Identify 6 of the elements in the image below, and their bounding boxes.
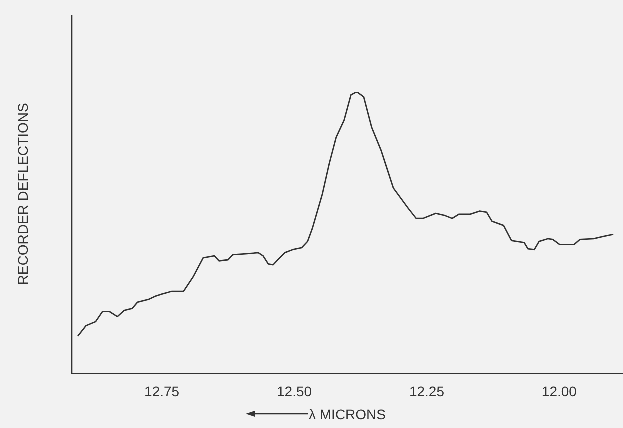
y-axis-title: RECORDER DEFLECTIONS — [14, 103, 31, 286]
x-tick-label: 12.25 — [409, 384, 445, 400]
x-tick-label: 12.00 — [542, 384, 578, 400]
x-axis-title: λ MICRONS — [309, 406, 386, 422]
x-tick-label: 12.75 — [144, 384, 180, 400]
x-tick-label: 12.50 — [276, 384, 312, 400]
